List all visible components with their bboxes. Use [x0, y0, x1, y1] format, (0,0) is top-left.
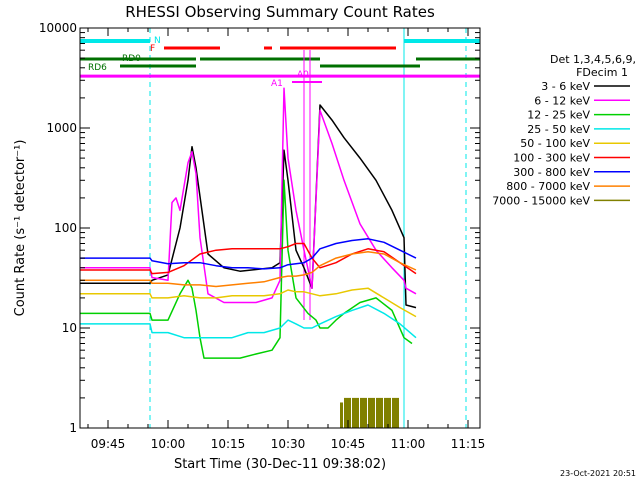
legend-entry-label-1: 6 - 12 keV	[534, 94, 590, 107]
series-7000-15000-kev-bar-4	[368, 397, 375, 428]
flag-rd0-label: RD0	[122, 54, 141, 64]
y-tick-label-3: 1000	[46, 121, 77, 135]
legend-header-line-1: Det 1,3,4,5,6,9,	[550, 53, 636, 66]
y-tick-label-2: 100	[54, 221, 77, 235]
series-7000-15000-kev-bar-7	[392, 397, 399, 428]
legend-entry-label-0: 3 - 6 keV	[541, 80, 590, 93]
x-tick-label-0: 09:45	[91, 437, 126, 451]
series-800-7000-kev-line	[80, 250, 417, 288]
chart-title: RHESSI Observing Summary Count Rates	[125, 3, 435, 21]
y-tick-label-1: 10	[62, 321, 77, 335]
flag-a1-label: A1	[271, 79, 283, 89]
y-tick-label-0: 1	[69, 421, 77, 435]
series-25-50-kev-line	[80, 304, 417, 339]
series-7000-15000-kev-bar-3	[360, 397, 367, 428]
axes: 1 10 100 1000 10000 09:45 10:00 10:15 10:30 10:45…	[39, 21, 485, 451]
legend-entry-label-4: 50 - 100 keV	[520, 137, 590, 150]
x-tick-label-1: 10:00	[151, 437, 186, 451]
series-300-800-kev-line	[80, 238, 417, 270]
series-7000-15000-kev-bar-6	[384, 397, 391, 428]
flag-f-label: F	[150, 44, 155, 54]
plot-area: NF RD0 RD6 A1 A0	[80, 28, 480, 428]
series-7000-15000-kev-bar-0	[340, 402, 343, 428]
footer-timestamp: 23-Oct-2021 20:51	[560, 469, 636, 478]
y-axis-label: Count Rate (s⁻¹ detector⁻¹)	[13, 140, 28, 317]
series-3-6-kev-line	[80, 104, 417, 309]
legend-entry-label-7: 800 - 7000 keV	[506, 180, 590, 193]
x-tick-label-4: 10:45	[331, 437, 366, 451]
y-tick-label-4: 10000	[39, 21, 77, 35]
legend-entry-label-3: 25 - 50 keV	[527, 123, 590, 136]
series-7000-15000-kev-bar-1	[344, 397, 351, 428]
x-axis-label: Start Time (30-Dec-11 09:38:02)	[174, 457, 386, 472]
x-tick-label-2: 10:15	[211, 437, 246, 451]
legend-entry-label-8: 7000 - 15000 keV	[492, 194, 590, 207]
x-tick-label-3: 10:30	[271, 437, 306, 451]
legend-entry-label-5: 100 - 300 keV	[513, 152, 590, 165]
series-7000-15000-kev-bar-2	[352, 397, 359, 428]
legend-entry-label-2: 12 - 25 keV	[527, 109, 590, 122]
series-6-12-kev-line	[80, 87, 417, 304]
series-7000-15000-kev-bar-5	[376, 397, 383, 428]
flag-a0-label: A0	[297, 70, 309, 80]
legend-header-line-2: FDecim 1	[576, 66, 628, 79]
flag-rd6-label: RD6	[88, 63, 107, 73]
flag-n-label: N	[154, 36, 161, 46]
x-tick-label-6: 11:15	[451, 437, 486, 451]
legend-entry-label-6: 300 - 800 keV	[513, 166, 590, 179]
series-100-300-kev-line	[80, 242, 417, 275]
x-tick-label-5: 11:00	[391, 437, 426, 451]
series-50-100-kev-line	[80, 287, 417, 318]
